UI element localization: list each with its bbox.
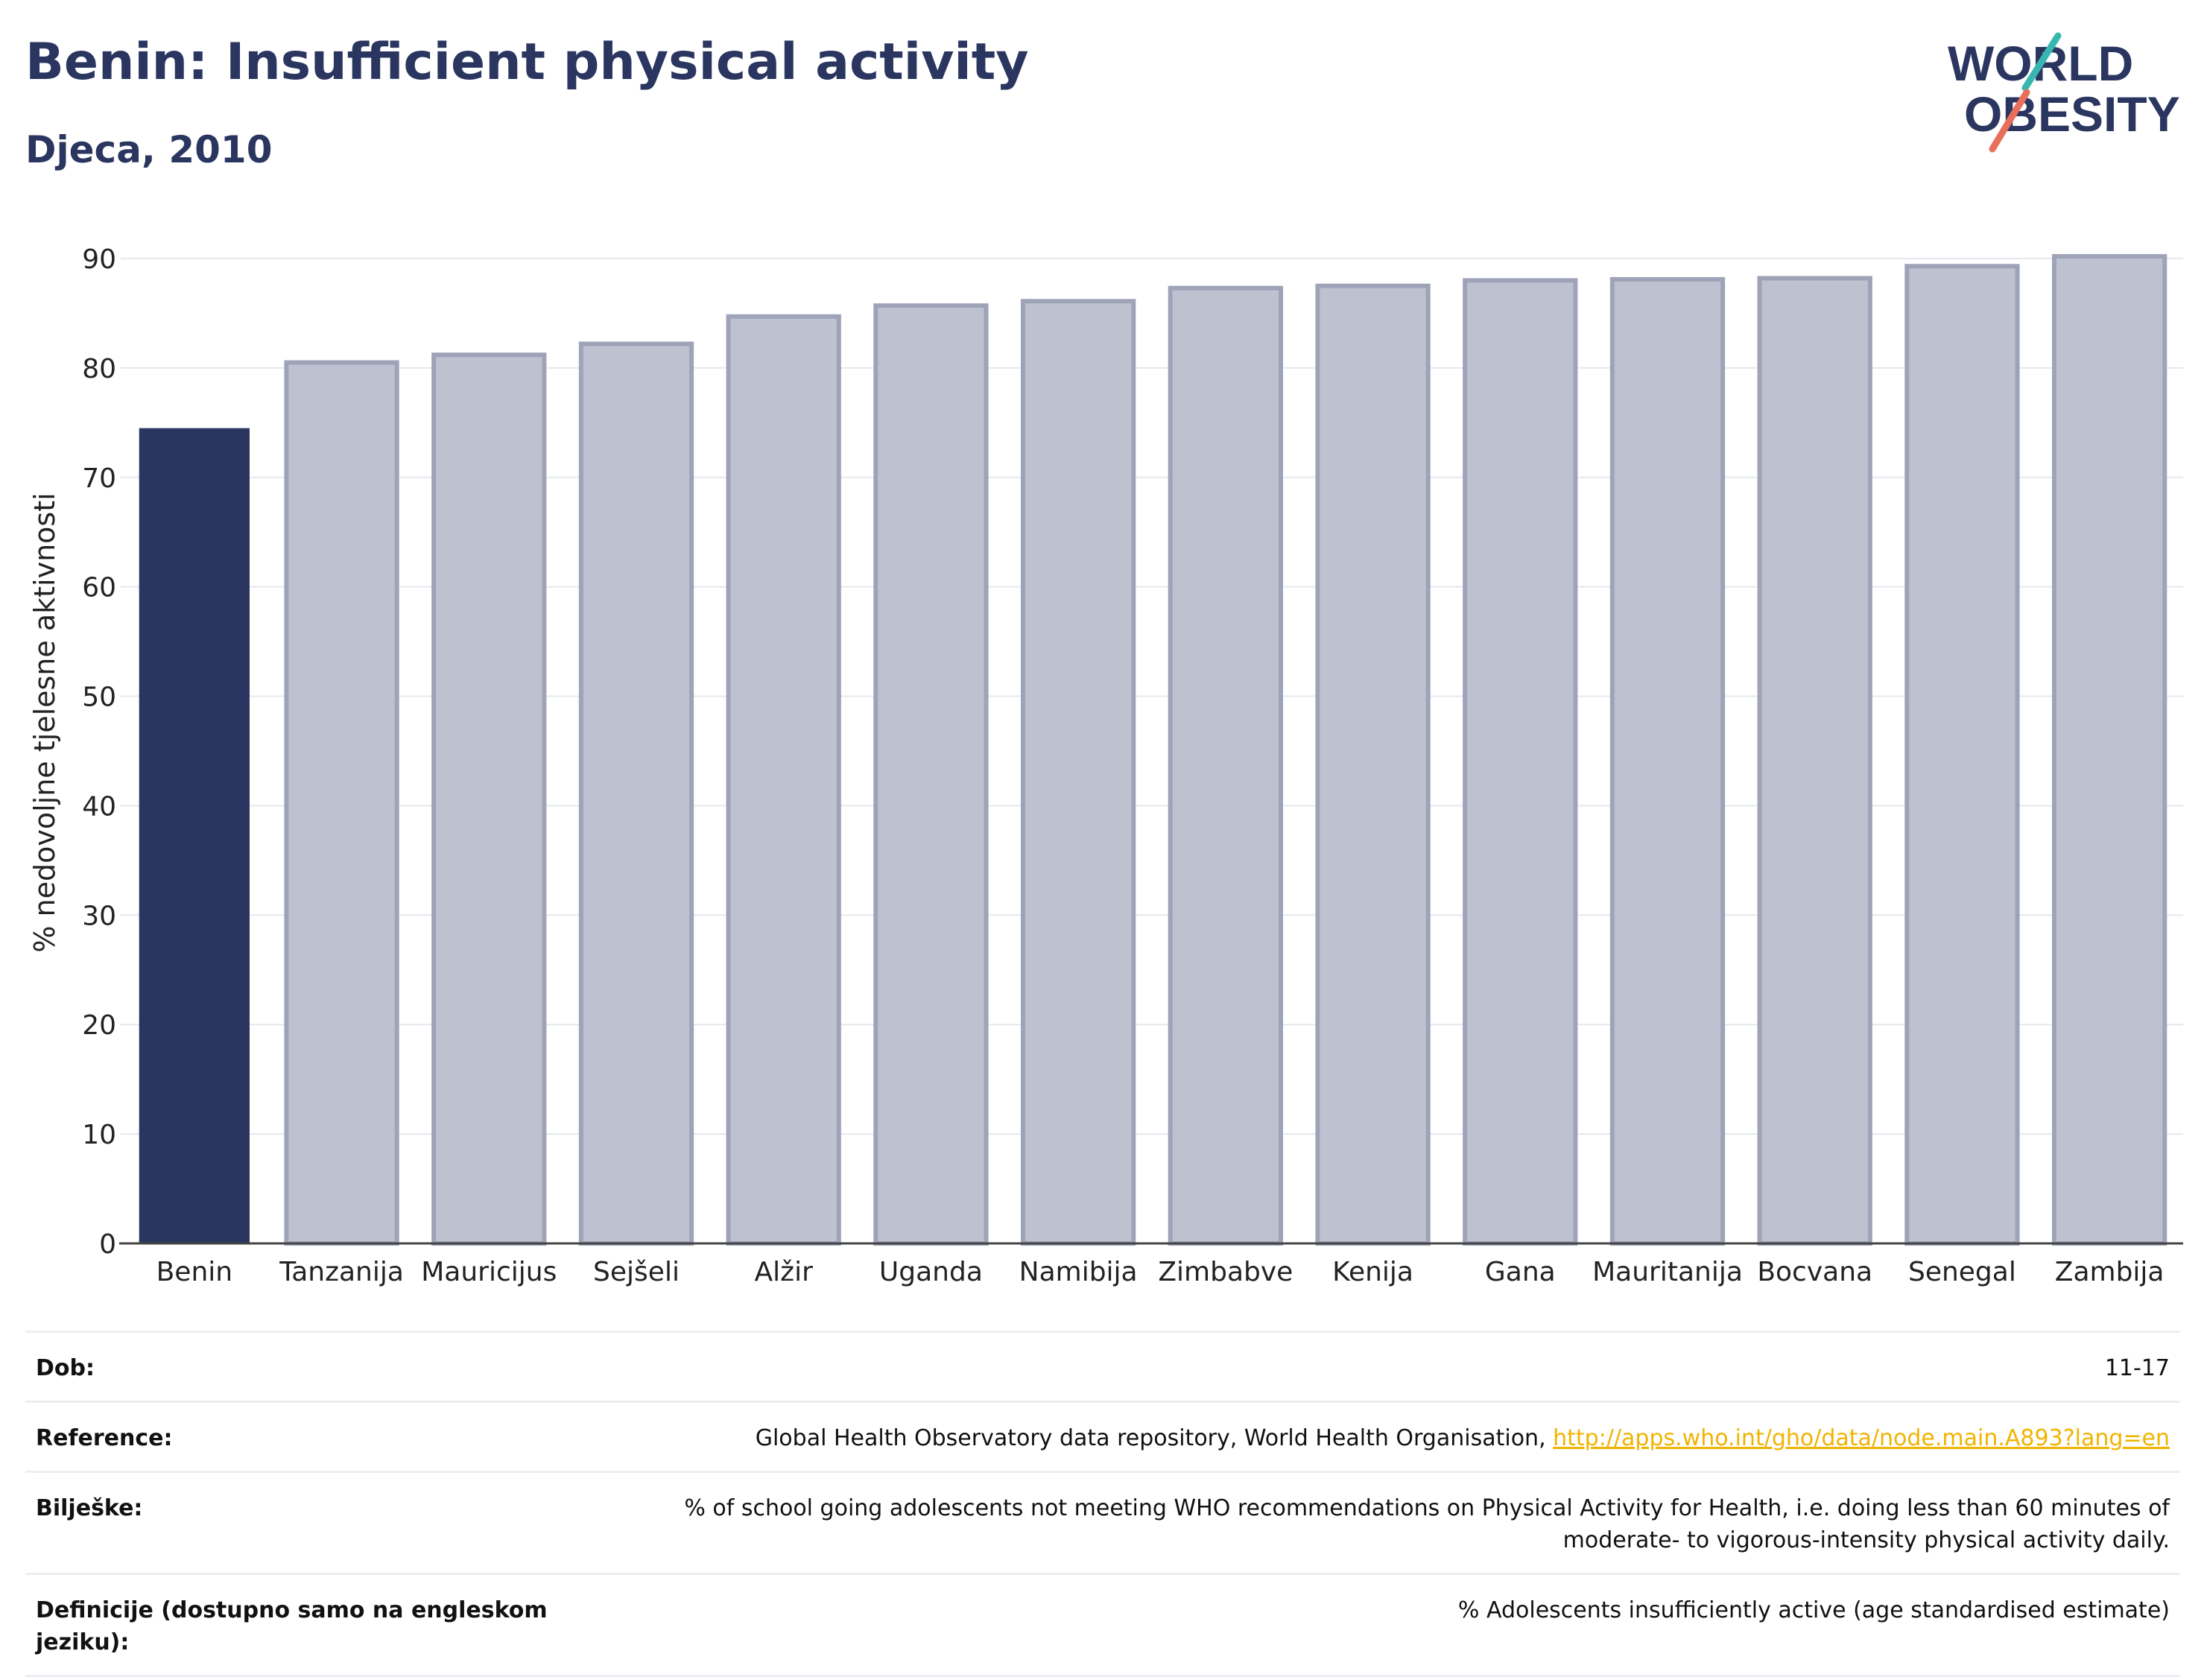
logo-slash-teal bbox=[2021, 32, 2062, 92]
bar-gana bbox=[1463, 278, 1578, 1246]
bar-chart: 0 10 20 30 40 50 60 70 80 90 Benin Tanzanija Mauric… bbox=[82, 244, 2183, 1287]
meta-row-notes: Bilješke: % of school going adolescents … bbox=[25, 1471, 2180, 1573]
meta-row-age: Dob: 11-17 bbox=[25, 1331, 2180, 1401]
bar-bocvana bbox=[1757, 276, 1872, 1246]
y-tick-label: 10 bbox=[82, 1120, 116, 1150]
x-tick-label: Mauritanija bbox=[1592, 1257, 1743, 1287]
meta-value: Global Health Observatory data repositor… bbox=[756, 1422, 2170, 1454]
bar-kenija bbox=[1315, 283, 1431, 1246]
bar-sej-eli bbox=[578, 341, 694, 1246]
world-obesity-logo: WORLD OBESITY bbox=[1948, 32, 2180, 153]
x-tick-label: Zimbabve bbox=[1158, 1257, 1293, 1287]
bar-zambija bbox=[2052, 254, 2167, 1246]
x-tick-label: Senegal bbox=[1908, 1257, 2016, 1287]
x-tick-label: Alžir bbox=[755, 1257, 814, 1287]
meta-row-definitions: Definicije (dostupno samo na engleskom j… bbox=[25, 1573, 2180, 1677]
page-subtitle: Djeca, 2010 bbox=[25, 128, 273, 171]
logo-slash-coral bbox=[1989, 89, 2030, 153]
meta-row-reference: Reference: Global Health Observatory dat… bbox=[25, 1401, 2180, 1471]
metadata-table: Dob: 11-17 Reference: Global Health Obse… bbox=[25, 1331, 2180, 1677]
y-tick-label: 70 bbox=[82, 463, 116, 494]
x-tick-label: Mauricijus bbox=[421, 1257, 557, 1287]
meta-value: % Adolescents insufficiently active (age… bbox=[1457, 1597, 2170, 1623]
x-tick-label: Sejšeli bbox=[593, 1257, 680, 1287]
x-tick-label: Zambija bbox=[2055, 1257, 2165, 1287]
bar-mauritanija bbox=[1609, 276, 1726, 1246]
x-tick-label: Bocvana bbox=[1757, 1257, 1872, 1287]
grid-lines bbox=[121, 258, 2183, 1135]
y-axis-label: % nedovoljne tjelesne aktivnosti bbox=[28, 492, 61, 953]
y-tick-label: 90 bbox=[82, 244, 116, 275]
page-title: Benin: Insufficient physical activity bbox=[25, 33, 1029, 92]
bar-benin bbox=[139, 428, 250, 1244]
meta-label: Dob: bbox=[36, 1355, 95, 1381]
y-tick-labels: 0 10 20 30 40 50 60 70 80 90 bbox=[82, 244, 116, 1260]
meta-label: Definicije (dostupno samo na engleskom j… bbox=[36, 1597, 548, 1655]
y-tick-label: 50 bbox=[82, 682, 116, 713]
bar-namibija bbox=[1021, 299, 1136, 1246]
y-tick-label: 0 bbox=[99, 1229, 116, 1260]
reference-text: Global Health Observatory data repositor… bbox=[755, 1425, 1554, 1451]
y-tick-label: 80 bbox=[82, 354, 116, 384]
meta-label: Reference: bbox=[36, 1425, 173, 1451]
y-tick-label: 30 bbox=[82, 901, 116, 931]
x-tick-label: Uganda bbox=[879, 1257, 983, 1287]
x-tick-label: Namibija bbox=[1019, 1257, 1138, 1287]
bars bbox=[139, 254, 2167, 1246]
y-tick-label: 40 bbox=[82, 791, 116, 822]
y-tick-label: 20 bbox=[82, 1010, 116, 1041]
meta-value: 11-17 bbox=[2104, 1355, 2170, 1381]
x-tick-label: Gana bbox=[1485, 1257, 1556, 1287]
x-tick-label: Benin bbox=[156, 1257, 232, 1287]
meta-value: % of school going adolescents not meetin… bbox=[684, 1495, 2170, 1553]
bar-mauricijus bbox=[431, 352, 547, 1246]
meta-label: Bilješke: bbox=[36, 1495, 143, 1521]
bar-zimbabve bbox=[1168, 285, 1283, 1246]
bar-senegal bbox=[1904, 264, 2020, 1246]
bar-uganda bbox=[873, 303, 989, 1246]
reference-link[interactable]: http://apps.who.int/gho/data/node.main.A… bbox=[1553, 1425, 2170, 1451]
bar-tanzanija bbox=[284, 360, 399, 1246]
x-tick-label: Kenija bbox=[1332, 1257, 1413, 1287]
bar-al-ir bbox=[726, 314, 841, 1246]
x-tick-labels: Benin Tanzanija Mauricijus Sejšeli Alžir Ugan… bbox=[156, 1257, 2165, 1287]
x-tick-label: Tanzanija bbox=[279, 1257, 404, 1287]
y-tick-label: 60 bbox=[82, 573, 116, 603]
